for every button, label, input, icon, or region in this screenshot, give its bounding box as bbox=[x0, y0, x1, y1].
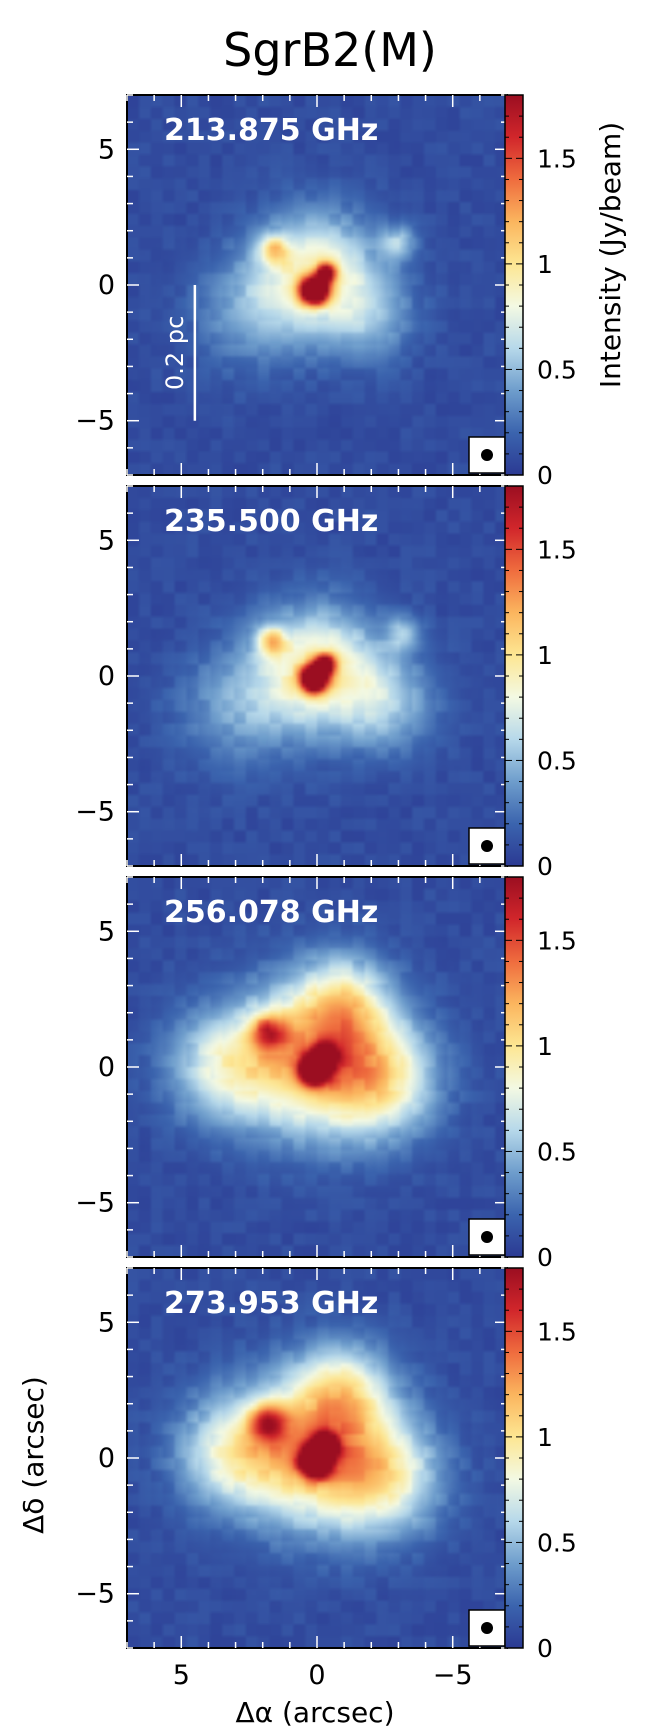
y-tick-label: −5 bbox=[75, 1579, 115, 1610]
colorbar-tick-label: 1 bbox=[537, 641, 553, 670]
frequency-label: 273.953 GHz bbox=[164, 1286, 378, 1321]
y-tick-label: 0 bbox=[98, 270, 115, 301]
y-tick-label: −5 bbox=[75, 797, 115, 828]
intensity-map bbox=[127, 486, 507, 866]
x-axis-label: Δα (arcsec) bbox=[235, 1696, 394, 1729]
intensity-map bbox=[127, 95, 507, 475]
panel-4: 5 0 −5 5 0 −5 273.953 GHz 0 0.5 1 1.5 bbox=[75, 1267, 577, 1691]
beam-marker bbox=[481, 1622, 493, 1634]
y-tick-label: −5 bbox=[75, 406, 115, 437]
x-tick-label: −5 bbox=[433, 1660, 473, 1691]
intensity-map bbox=[127, 1268, 507, 1648]
colorbar-tick-label: 1 bbox=[537, 1423, 553, 1452]
colorbar-tick-label: 1 bbox=[537, 1032, 553, 1061]
colorbar-tick-label: 0 bbox=[537, 1243, 553, 1272]
y-tick-label: 0 bbox=[98, 1052, 115, 1083]
colorbar-tick-label: 1 bbox=[537, 250, 553, 279]
x-tick-label: 0 bbox=[308, 1660, 325, 1691]
frequency-label: 235.500 GHz bbox=[164, 504, 378, 539]
frequency-label: 256.078 GHz bbox=[164, 895, 378, 930]
y-tick-label: 0 bbox=[98, 661, 115, 692]
y-tick-label: −5 bbox=[75, 1188, 115, 1219]
colorbar-tick-label: 0.5 bbox=[537, 746, 577, 775]
colorbar-tick-label: 0 bbox=[537, 1634, 553, 1663]
scale-bar-label: 0.2 pc bbox=[161, 316, 189, 390]
intensity-map bbox=[127, 877, 507, 1257]
y-axis-label: Δδ (arcsec) bbox=[17, 1376, 50, 1534]
beam-marker bbox=[481, 449, 493, 461]
panel-3: 5 0 −5 256.078 GHz 0 0.5 1 1.5 bbox=[75, 876, 577, 1272]
colorbar-label: Intensity (Jy/beam) bbox=[594, 122, 627, 388]
y-tick-label: 5 bbox=[98, 916, 115, 947]
beam-marker bbox=[481, 1231, 493, 1243]
y-tick-label: 5 bbox=[98, 134, 115, 165]
colorbar-tick-label: 0.5 bbox=[537, 1137, 577, 1166]
y-tick-label: 5 bbox=[98, 525, 115, 556]
figure-title: SgrB2(M) bbox=[223, 23, 437, 77]
colorbar-tick-label: 0 bbox=[537, 461, 553, 490]
colorbar-tick-label: 1.5 bbox=[537, 535, 577, 564]
panel-1: 5 0 −5 213.875 GHz 0.2 pc 0 0.5 1 1.5 Intensity (… bbox=[75, 94, 627, 490]
panel-2: 5 0 −5 235.500 GHz 0 0.5 1 1.5 bbox=[75, 485, 577, 881]
frequency-label: 213.875 GHz bbox=[164, 113, 378, 148]
y-tick-label: 5 bbox=[98, 1307, 115, 1338]
colorbar-tick-label: 0.5 bbox=[537, 1528, 577, 1557]
y-tick-label: 0 bbox=[98, 1443, 115, 1474]
colorbar-tick-label: 1.5 bbox=[537, 144, 577, 173]
panels-group: 5 0 −5 213.875 GHz 0.2 pc 0 0.5 1 1.5 Intensity (… bbox=[75, 94, 627, 1691]
colorbar-tick-label: 0.5 bbox=[537, 355, 577, 384]
x-tick-label: 5 bbox=[173, 1660, 190, 1691]
colorbar-tick-label: 1.5 bbox=[537, 926, 577, 955]
colorbar-tick-label: 1.5 bbox=[537, 1317, 577, 1346]
beam-marker bbox=[481, 840, 493, 852]
colorbar-tick-label: 0 bbox=[537, 852, 553, 881]
